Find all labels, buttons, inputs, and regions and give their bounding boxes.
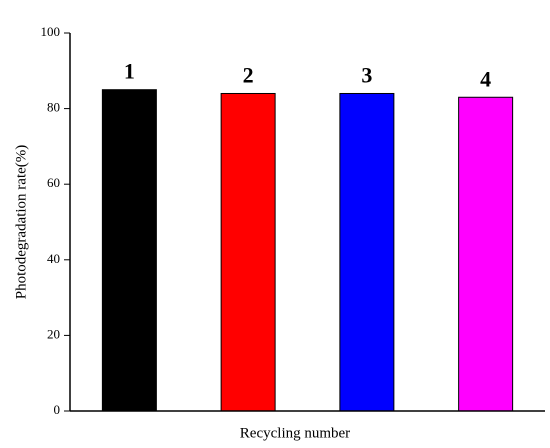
bar (339, 92, 395, 412)
bar (220, 92, 276, 412)
y-axis-title: Photodegradation rate(%) (13, 145, 29, 300)
y-tick-label: 20 (47, 326, 60, 341)
y-tick-label: 40 (47, 251, 60, 266)
category-label: 4 (480, 66, 491, 91)
x-axis-title: Recycling number (240, 425, 350, 441)
category-label: 1 (124, 59, 135, 84)
y-tick-label: 60 (47, 175, 60, 190)
category-label: 2 (243, 63, 254, 88)
y-tick-label: 80 (47, 100, 60, 115)
bar (458, 96, 514, 412)
y-tick-label: 100 (41, 24, 61, 39)
y-tick-label: 0 (54, 402, 61, 417)
category-label: 3 (361, 63, 372, 88)
bar (101, 89, 157, 412)
